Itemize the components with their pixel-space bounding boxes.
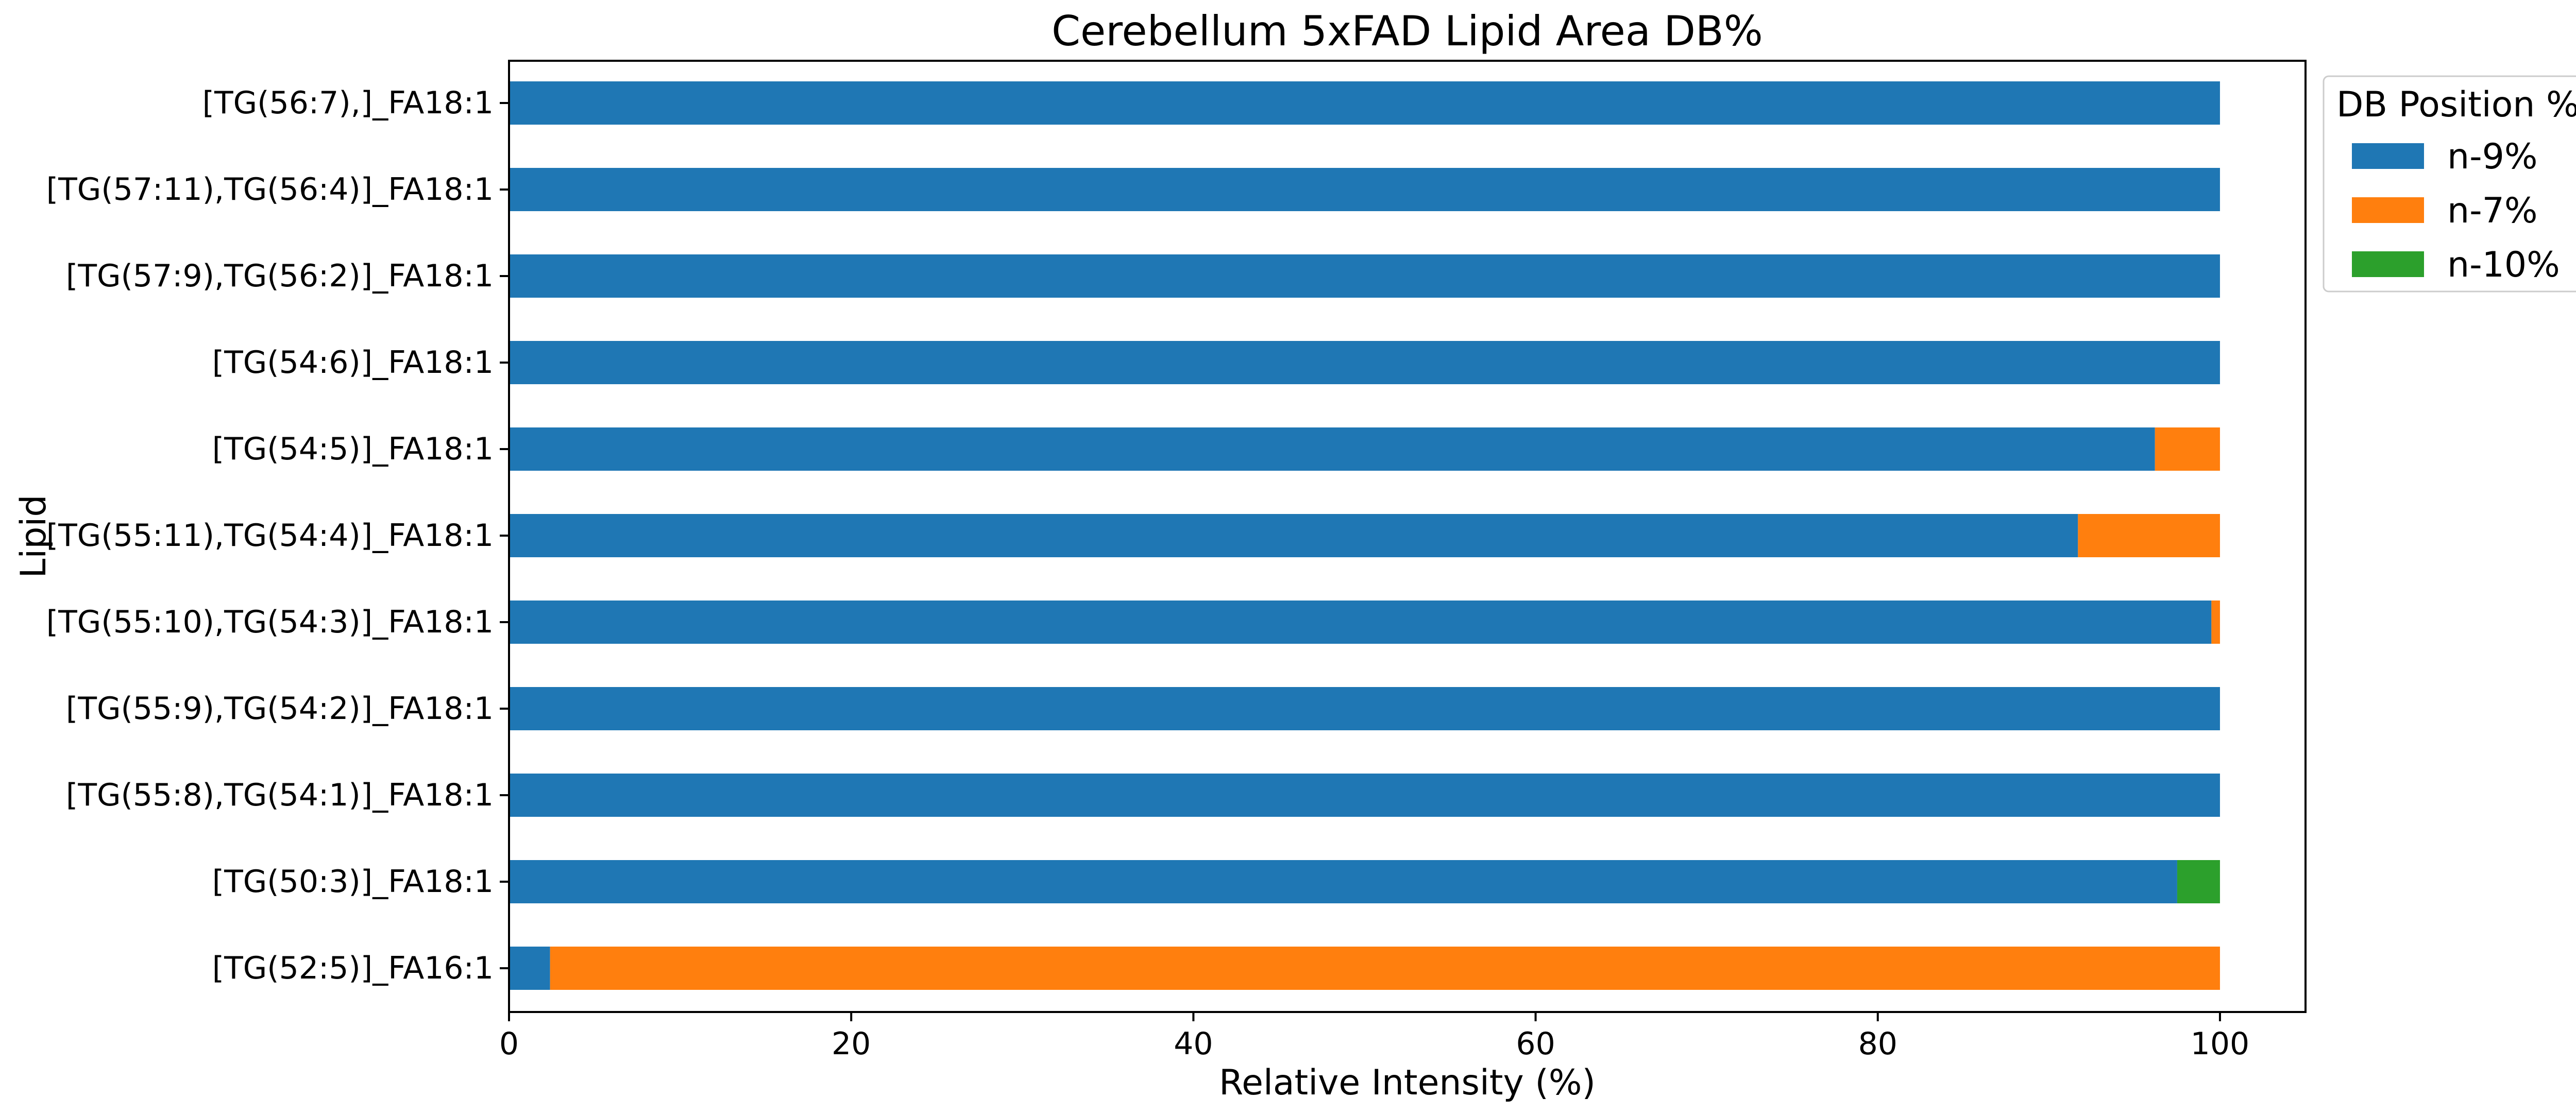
y-tick-label: [TG(55:11),TG(54:4)]_FA18:1 (46, 518, 494, 554)
legend-label: n-7% (2447, 191, 2538, 231)
bar-n7-5 (2078, 514, 2220, 557)
bar-n9-9 (509, 860, 2177, 903)
bar-n9-7 (509, 687, 2220, 730)
legend-box (2323, 75, 2576, 293)
legend-items: n-9% n-7% n-10% (2352, 136, 2560, 285)
bar-n10-9 (2177, 860, 2220, 903)
y-tick-label: [TG(57:11),TG(56:4)]_FA18:1 (46, 171, 494, 208)
legend-swatch (2352, 197, 2424, 223)
legend-label: n-9% (2447, 136, 2538, 177)
bar-n9-8 (509, 774, 2220, 817)
y-tick-label: [TG(54:5)]_FA18:1 (212, 431, 494, 467)
y-tick-label: [TG(57:9),TG(56:2)]_FA18:1 (66, 258, 494, 294)
legend-label: n-10% (2447, 245, 2560, 285)
bar-n7-10 (550, 947, 2220, 990)
bar-n7-6 (2211, 601, 2220, 644)
legend: DB Position % n-9% n-7% n-10% (2323, 75, 2576, 293)
bar-n9-10 (509, 947, 550, 990)
x-tick-label: 40 (1174, 1026, 1213, 1062)
y-tick-label: [TG(55:8),TG(54:1)]_FA18:1 (66, 777, 494, 813)
bar-n9-5 (509, 514, 2078, 557)
bar-n9-3 (509, 341, 2220, 384)
bar-n9-2 (509, 254, 2220, 298)
bar-n9-1 (509, 168, 2220, 211)
bars-layer (509, 81, 2220, 990)
y-tick-label: [TG(55:10),TG(54:3)]_FA18:1 (46, 604, 494, 640)
x-axis: 0 20 40 60 80 100 (499, 1012, 2249, 1062)
y-tick-label: [TG(52:5)]_FA16:1 (212, 950, 494, 986)
y-tick-label: [TG(55:9),TG(54:2)]_FA18:1 (66, 691, 494, 727)
x-tick-label: 20 (832, 1026, 871, 1062)
legend-swatch (2352, 251, 2424, 277)
x-tick-label: 80 (1858, 1026, 1897, 1062)
bar-n9-4 (509, 427, 2155, 471)
x-tick-label: 100 (2191, 1026, 2250, 1062)
chart-title: Cerebellum 5xFAD Lipid Area DB% (1052, 7, 1763, 55)
x-tick-label: 60 (1516, 1026, 1555, 1062)
y-tick-label: [TG(56:7),]_FA18:1 (202, 85, 494, 121)
legend-title: DB Position % (2336, 84, 2576, 125)
legend-swatch (2352, 143, 2424, 169)
y-axis: [TG(56:7),]_FA18:1 [TG(57:11),TG(56:4)]_F… (46, 85, 509, 986)
y-tick-label: [TG(54:6)]_FA18:1 (212, 345, 494, 381)
x-tick-label: 0 (499, 1026, 519, 1062)
bar-n9-6 (509, 601, 2212, 644)
x-axis-label: Relative Intensity (%) (1219, 1062, 1596, 1103)
bar-n9-0 (509, 81, 2220, 125)
y-axis-label: Lipid (13, 495, 54, 578)
y-tick-label: [TG(50:3)]_FA18:1 (212, 864, 494, 900)
bar-n7-4 (2155, 427, 2220, 471)
